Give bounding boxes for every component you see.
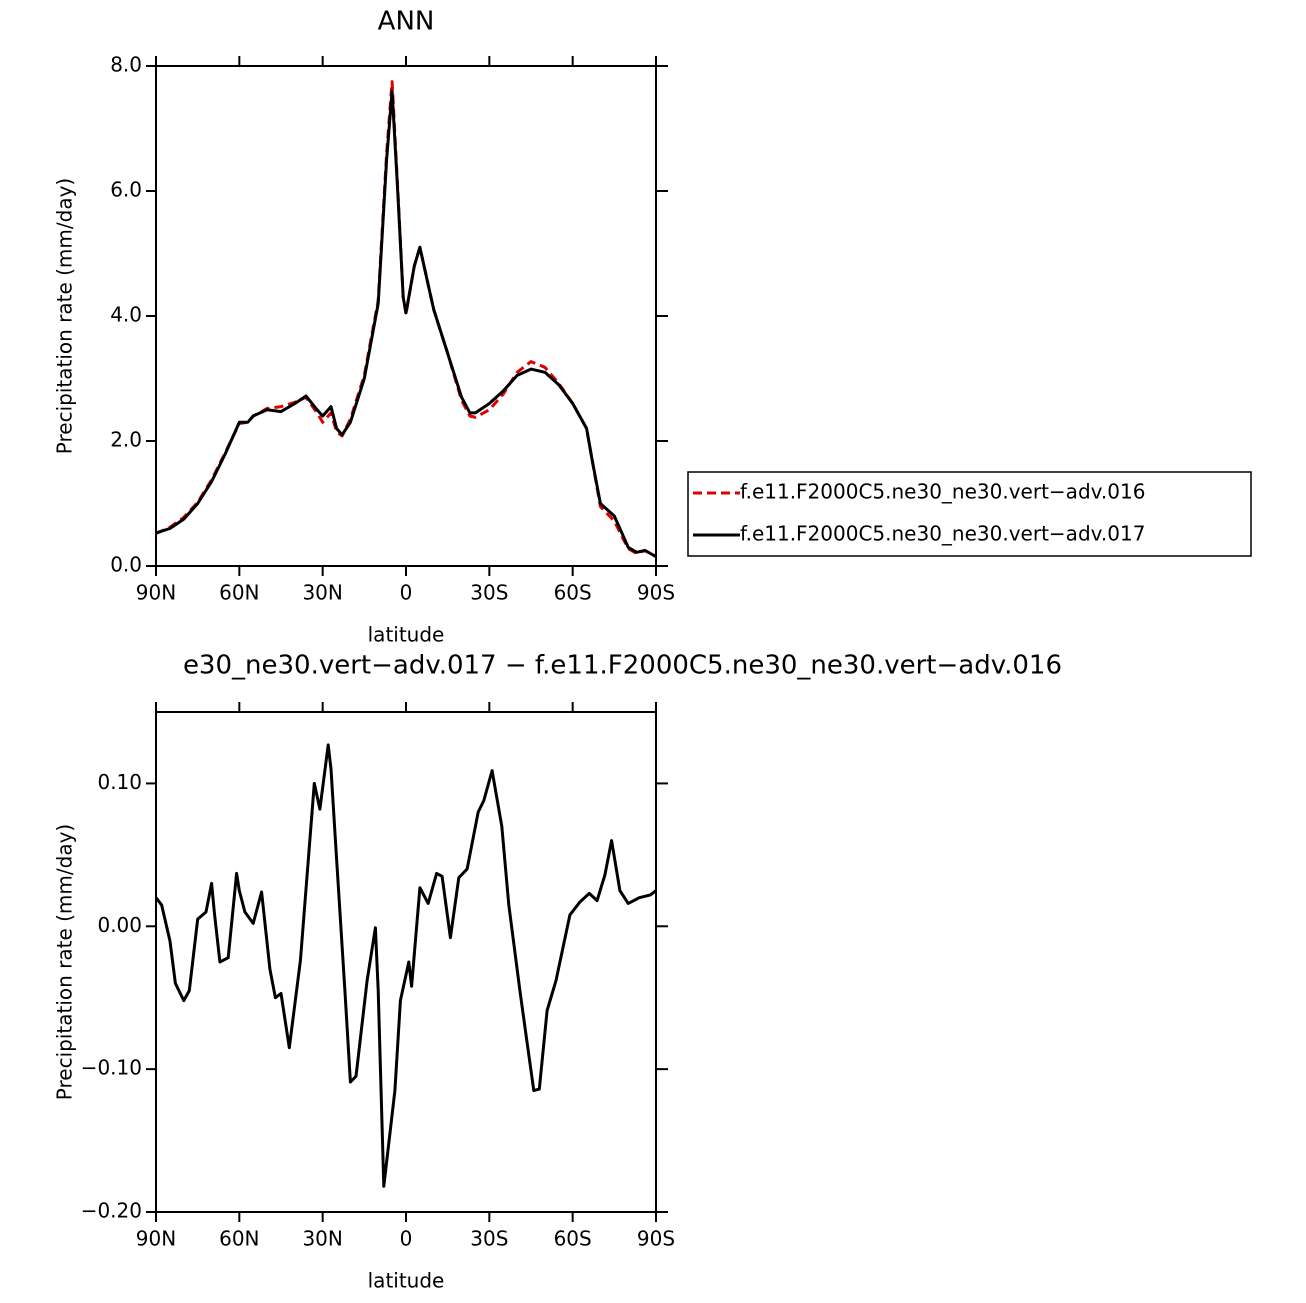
- chart-title: e30_ne30.vert−adv.017 − f.e11.F2000C5.ne…: [183, 651, 1062, 681]
- x-tick-label: 60N: [219, 581, 259, 605]
- x-axis-label: latitude: [368, 1269, 445, 1293]
- y-tick-label: 0.10: [97, 770, 142, 794]
- x-tick-label: 90N: [136, 581, 176, 605]
- y-tick-label: −0.10: [81, 1056, 142, 1080]
- x-tick-label: 90N: [136, 1227, 176, 1251]
- y-tick-label: 0.00: [97, 913, 142, 937]
- chart-title: ANN: [378, 7, 435, 37]
- x-tick-label: 90S: [637, 581, 675, 605]
- legend-label: f.e11.F2000C5.ne30_ne30.vert−adv.017: [740, 522, 1145, 546]
- y-tick-label: −0.20: [81, 1199, 142, 1223]
- y-axis-label: Precipitation rate (mm/day): [53, 824, 77, 1100]
- x-tick-label: 60S: [554, 1227, 592, 1251]
- x-axis-label: latitude: [368, 623, 445, 647]
- x-tick-label: 30N: [302, 581, 342, 605]
- plot-frame: [155, 65, 657, 567]
- data-line: [155, 89, 657, 558]
- x-tick-label: 30N: [302, 1227, 342, 1251]
- x-tick-label: 30S: [470, 581, 508, 605]
- y-tick-label: 8.0: [110, 53, 142, 77]
- legend-label: f.e11.F2000C5.ne30_ne30.vert−adv.016: [740, 480, 1145, 504]
- y-tick-label: 2.0: [110, 428, 142, 452]
- data-line: [154, 743, 657, 1188]
- x-tick-label: 0: [400, 581, 413, 605]
- x-tick-label: 60N: [219, 1227, 259, 1251]
- x-tick-label: 60S: [554, 581, 592, 605]
- y-tick-label: 0.0: [110, 553, 142, 577]
- y-tick-label: 4.0: [110, 303, 142, 327]
- y-axis-label: Precipitation rate (mm/day): [53, 178, 77, 454]
- data-line: [155, 80, 657, 558]
- legend-box: [687, 471, 1252, 557]
- plot-frame: [155, 711, 657, 1213]
- x-tick-label: 90S: [637, 1227, 675, 1251]
- y-tick-label: 6.0: [110, 178, 142, 202]
- x-tick-label: 30S: [470, 1227, 508, 1251]
- x-tick-label: 0: [400, 1227, 413, 1251]
